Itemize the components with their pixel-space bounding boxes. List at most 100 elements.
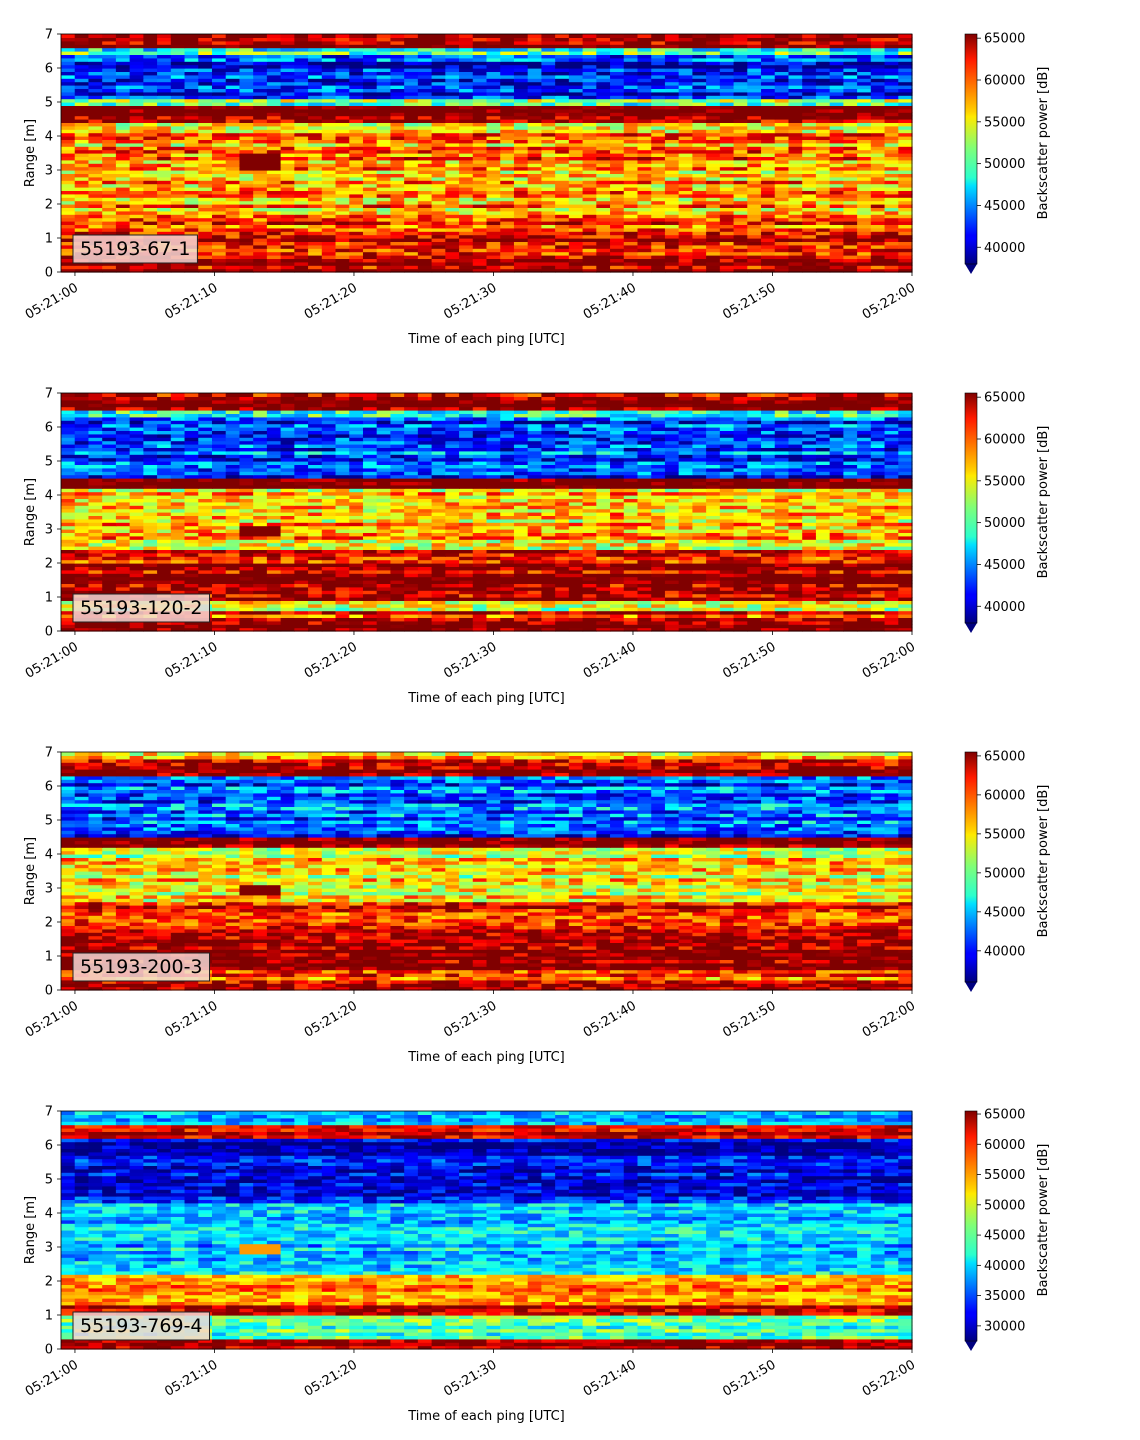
heatmap-cell: [802, 252, 816, 256]
heatmap-cell: [692, 177, 706, 181]
heatmap-cell: [706, 245, 720, 249]
y-tick-label: 4: [45, 130, 53, 145]
heatmap-cell: [500, 177, 514, 181]
heatmap-cell: [541, 34, 555, 38]
heatmap-cell: [898, 252, 912, 256]
heatmap-cell: [514, 252, 528, 256]
heatmap-cell: [706, 252, 720, 256]
heatmap-cell: [816, 34, 830, 38]
heatmap-cell: [116, 218, 130, 222]
x-tick-label: 05:21:20: [302, 280, 360, 322]
heatmap-cell: [734, 265, 748, 269]
heatmap-cell: [198, 143, 212, 147]
heatmap-cell: [637, 133, 651, 137]
heatmap-cell: [514, 34, 528, 38]
heatmap-cell: [596, 143, 610, 147]
heatmap-cell: [377, 228, 391, 232]
heatmap-cell: [843, 265, 857, 269]
heatmap-cell: [75, 184, 89, 188]
heatmap-cell: [610, 160, 624, 164]
heatmap-cell: [610, 143, 624, 147]
heatmap-cell: [294, 245, 308, 249]
heatmap-cell: [761, 211, 775, 215]
heatmap-cell: [843, 245, 857, 249]
heatmap-cell: [692, 218, 706, 222]
heatmap-cell: [336, 184, 350, 188]
heatmap-cell: [473, 252, 487, 256]
heatmap-cell: [514, 160, 528, 164]
heatmap-cell: [555, 252, 569, 256]
heatmap-cell: [294, 167, 308, 171]
y-tick-label: 0: [45, 266, 53, 281]
heatmap-cell: [404, 211, 418, 215]
heatmap-cell: [88, 160, 102, 164]
heatmap-cell: [487, 252, 501, 256]
y-axis-label: Range [m]: [23, 119, 38, 187]
heatmap-cell: [775, 160, 789, 164]
heatmap-cell: [487, 245, 501, 249]
heatmap-cell: [802, 160, 816, 164]
heatmap-cell: [541, 211, 555, 215]
heatmap-cell: [487, 133, 501, 137]
heatmap-cell: [885, 211, 899, 215]
heatmap-cell: [253, 245, 267, 249]
heatmap-cell: [322, 184, 336, 188]
heatmap-cell: [143, 133, 157, 137]
heatmap-cell: [363, 194, 377, 198]
heatmap-cell: [130, 218, 144, 222]
heatmap-cell: [308, 133, 322, 137]
heatmap-cell: [830, 252, 844, 256]
heatmap-cell: [336, 265, 350, 269]
heatmap-cell: [637, 211, 651, 215]
heatmap-cell: [569, 34, 583, 38]
heatmap-cell: [885, 34, 899, 38]
heatmap-cell: [583, 235, 597, 239]
heatmap-cell: [898, 245, 912, 249]
heatmap-cell: [885, 265, 899, 269]
heatmap-cell: [706, 228, 720, 232]
heatmap-cell: [212, 228, 226, 232]
heatmap-cell: [830, 265, 844, 269]
heatmap-cell: [747, 252, 761, 256]
heatmap-cell: [281, 265, 295, 269]
heatmap-cell: [583, 211, 597, 215]
heatmap-cell: [500, 201, 514, 205]
heatmap-cell: [720, 34, 734, 38]
heatmap-cell: [610, 194, 624, 198]
heatmap-cell: [637, 252, 651, 256]
heatmap-cell: [802, 245, 816, 249]
heatmap-cell: [843, 201, 857, 205]
heatmap-cell: [198, 150, 212, 154]
heatmap-cell: [514, 194, 528, 198]
heatmap-cell: [857, 150, 871, 154]
heatmap-cell: [885, 177, 899, 181]
heatmap-cell: [116, 201, 130, 205]
heatmap-cell: [459, 228, 473, 232]
heatmap-cell: [720, 150, 734, 154]
heatmap-cell: [651, 184, 665, 188]
heatmap-cell: [514, 245, 528, 249]
heatmap-cell: [267, 245, 281, 249]
heatmap-cell: [130, 184, 144, 188]
heatmap-cell: [528, 235, 542, 239]
y-tick-label: 5: [45, 96, 53, 111]
heatmap-cell: [514, 235, 528, 239]
heatmap-cell: [267, 34, 281, 38]
colorbar-tick-label: 45000: [984, 199, 1025, 214]
heatmap-cell: [336, 143, 350, 147]
heatmap-cell: [788, 201, 802, 205]
heatmap-cell: [143, 211, 157, 215]
heatmap-cell: [294, 228, 308, 232]
heatmap-cell: [404, 228, 418, 232]
y-tick-label: 6: [45, 62, 53, 77]
heatmap-cell: [624, 34, 638, 38]
heatmap-cell: [445, 184, 459, 188]
x-axis-label: Time of each ping [UTC]: [407, 332, 565, 347]
heatmap-cell: [514, 150, 528, 154]
heatmap-cell: [185, 265, 199, 269]
colorbar-tick-label: 60000: [984, 74, 1025, 89]
heatmap-cell: [143, 265, 157, 269]
heatmap-cell: [75, 160, 89, 164]
heatmap-cell: [336, 245, 350, 249]
heatmap-cell: [843, 150, 857, 154]
